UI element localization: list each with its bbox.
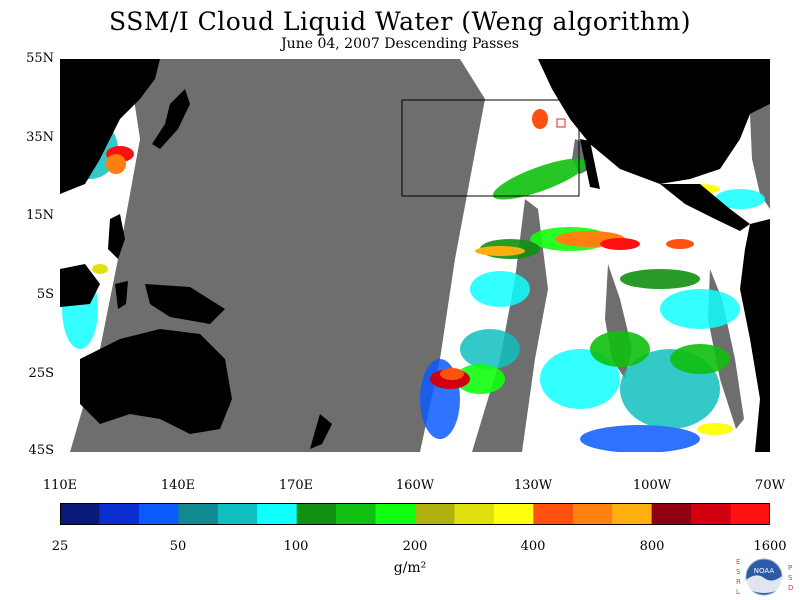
- land-new-guinea: [145, 284, 225, 324]
- lon-label-160w: 160W: [395, 478, 435, 493]
- logo-letter-r: R: [736, 578, 741, 586]
- colorbar-swatch: [493, 503, 534, 525]
- lat-label-15n: 15N: [26, 208, 54, 223]
- land-philippines: [108, 214, 125, 259]
- swath-gap-central: [472, 199, 548, 452]
- lat-label-5s: 5S: [36, 287, 54, 302]
- logo-letter-p: P: [788, 564, 793, 572]
- lat-label-25s: 25S: [28, 366, 54, 381]
- lon-label-130w: 130W: [513, 478, 553, 493]
- lat-label-45s: 45S: [28, 443, 54, 458]
- chart-subtitle: June 04, 2007 Descending Passes: [281, 36, 519, 52]
- lon-label-170e: 170E: [278, 478, 314, 493]
- logo-letter-s1: S: [736, 568, 741, 576]
- lat-label-55n: 55N: [26, 51, 54, 66]
- colorbar-swatch: [533, 503, 574, 525]
- colorbar-swatch: [296, 503, 337, 525]
- colorbar-swatches: [60, 503, 771, 525]
- logo-letter-d: D: [788, 584, 794, 592]
- land-sulawesi: [115, 281, 128, 309]
- colorbar-swatch: [651, 503, 692, 525]
- colorbar-swatch: [336, 503, 377, 525]
- land-australia: [80, 329, 232, 434]
- colorbar-swatch: [60, 503, 100, 525]
- units-label: g/m²: [393, 560, 427, 576]
- land-masses: [60, 59, 770, 452]
- colorbar-swatch: [178, 503, 219, 525]
- noaa-logo-text: NOAA: [754, 567, 775, 575]
- region-box: [401, 99, 580, 197]
- colorbar-label-25: 25: [51, 539, 69, 554]
- lat-label-35n: 35N: [26, 130, 54, 145]
- colorbar-label-200: 200: [402, 539, 428, 554]
- noaa-emblem-icon: NOAA: [745, 558, 783, 596]
- colorbar-swatch: [572, 503, 613, 525]
- land-borneo: [60, 264, 100, 307]
- land-north-america: [538, 59, 770, 184]
- lon-label-140e: 140E: [160, 478, 196, 493]
- logo-letter-e: E: [736, 558, 741, 566]
- esrl-psd-noaa-logo: NOAA E S R L P S D: [732, 556, 796, 598]
- colorbar-swatch: [257, 503, 298, 525]
- colorbar-swatch: [612, 503, 653, 525]
- colorbar-label-400: 400: [520, 539, 546, 554]
- land-south-america: [740, 219, 770, 452]
- land-asia: [60, 59, 160, 194]
- lon-label-70w: 70W: [755, 478, 785, 493]
- colorbar-label-50: 50: [169, 539, 187, 554]
- colorbar-label-800: 800: [639, 539, 665, 554]
- land-central-america: [660, 184, 750, 231]
- colorbar-label-1600: 1600: [753, 539, 787, 554]
- chart-title: SSM/I Cloud Liquid Water (Weng algorithm…: [109, 7, 691, 36]
- colorbar-swatch: [454, 503, 495, 525]
- land-baja: [580, 139, 600, 189]
- land-japan: [152, 89, 190, 149]
- colorbar-swatch: [138, 503, 179, 525]
- cloud-water-map: [60, 59, 770, 452]
- swath-gap-caribbean: [750, 104, 770, 209]
- lon-label-110e: 110E: [42, 478, 78, 493]
- lon-label-100w: 100W: [632, 478, 672, 493]
- colorbar-swatch: [691, 503, 732, 525]
- colorbar-label-100: 100: [283, 539, 309, 554]
- map-canvas: [60, 59, 770, 452]
- colorbar-frame: [60, 503, 770, 525]
- colorbar-swatch: [99, 503, 140, 525]
- colorbar-swatch: [730, 503, 771, 525]
- colorbar-swatch: [375, 503, 416, 525]
- colorbar: [60, 503, 771, 525]
- marker-box: [556, 118, 566, 128]
- logo-letter-l: L: [736, 588, 740, 596]
- colorbar-swatch: [217, 503, 258, 525]
- land-new-zealand: [310, 414, 332, 449]
- logo-letter-s2: S: [788, 574, 793, 582]
- colorbar-swatch: [415, 503, 455, 525]
